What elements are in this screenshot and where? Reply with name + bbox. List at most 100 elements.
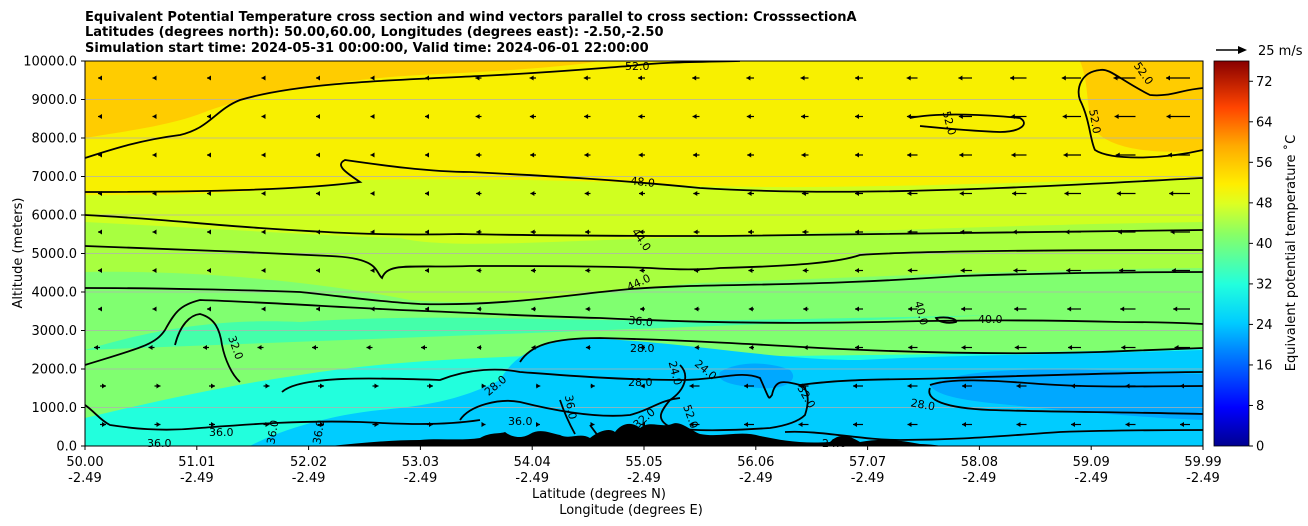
wind-vector-head (475, 114, 480, 119)
x-tick-label-latitude: 51.01 (178, 455, 215, 470)
wind-vector-head (320, 383, 324, 389)
x-tick-label-longitude: -2.49 (739, 471, 773, 486)
wind-vector-head (531, 345, 536, 350)
contour-36-bottom (85, 404, 481, 431)
wind-vector-head (584, 152, 589, 158)
wind-vector-head (429, 383, 433, 389)
wind-vector-head (1180, 383, 1184, 389)
terrain (330, 423, 945, 446)
x-axis-label-latitude: Latitude (degrees N) (532, 487, 666, 502)
wind-vector-head (744, 383, 748, 389)
wind-vector-head (530, 229, 535, 235)
wind-vector-head (476, 229, 481, 235)
wind-vector-head (958, 75, 963, 81)
wind-vector-head (261, 75, 266, 81)
colorbar-tick-label: 0 (1256, 440, 1264, 455)
wind-vector-head (801, 152, 806, 158)
band-orange-top-right (1080, 61, 1203, 152)
wind-vector-head (370, 191, 375, 196)
x-tick-label-longitude: -2.49 (180, 471, 214, 486)
x-tick-label-longitude: -2.49 (515, 471, 549, 486)
colorbar-tick-label: 16 (1256, 358, 1273, 373)
wind-vector-head (1113, 75, 1118, 81)
contour-52-left (85, 61, 741, 159)
x-tick-label-latitude: 53.03 (402, 455, 439, 470)
wind-vector-head (366, 345, 371, 350)
band-sky (250, 338, 1203, 446)
contour-label: 36.0 (628, 314, 654, 329)
x-tick-label-latitude: 57.07 (849, 455, 886, 470)
chart-title-line-3: Simulation start time: 2024-05-31 00:00:… (85, 41, 649, 56)
y-tick-label: 1000.0 (32, 401, 78, 416)
wind-vector-head (425, 268, 429, 273)
wind-vector-head (370, 114, 375, 119)
wind-vector-head (207, 306, 211, 312)
wind-vector-head (907, 422, 912, 427)
y-tick-label: 7000.0 (32, 170, 78, 185)
x-tick-label-longitude: -2.49 (292, 471, 326, 486)
wind-vector-head (640, 306, 644, 312)
wind-vector-head (1011, 152, 1016, 158)
wind-vector-head (477, 345, 482, 350)
contour-28-b (281, 368, 1203, 399)
wind-vector-head (689, 422, 694, 427)
wind-vector-head (316, 306, 320, 312)
x-tick-label-latitude: 52.02 (290, 455, 327, 470)
wind-vector-head (961, 345, 966, 350)
wind-vector-head (261, 268, 266, 273)
wind-vector-head (1016, 422, 1021, 427)
wind-vector-head (639, 229, 644, 235)
wind-vector-head (907, 152, 912, 158)
wind-vector-head (1121, 345, 1126, 350)
wind-vector-head (102, 383, 106, 389)
contour-label: 40.0 (912, 300, 931, 327)
wind-vector-head (585, 306, 590, 312)
x-tick-label-latitude: 59.99 (1184, 455, 1221, 470)
wind-vector-head (1014, 306, 1019, 312)
wind-vector-head (207, 152, 211, 158)
wind-vector-head (152, 268, 157, 273)
contour-label: 36.0 (209, 426, 234, 439)
x-tick-label-longitude: -2.49 (1074, 471, 1108, 486)
wind-vector-head (906, 114, 911, 119)
colorbar-tick-label: 72 (1256, 75, 1273, 90)
contour-label: 40.0 (978, 313, 1003, 326)
wind-vector-head (692, 152, 697, 158)
contour-28-a (519, 337, 1203, 363)
wind-vector-head (203, 345, 207, 350)
wind-vector-head (530, 191, 535, 196)
wind-vector-head (1170, 229, 1175, 235)
y-tick-label: 3000.0 (32, 324, 78, 339)
wind-vector-head (1064, 191, 1069, 196)
wind-vector-head (265, 383, 270, 389)
colorbar-tick-label: 40 (1256, 237, 1273, 252)
wind-vector-head (530, 268, 535, 273)
wind-vector-head (694, 345, 699, 350)
wind-vector-head (316, 75, 320, 81)
wind-vector-head (156, 422, 161, 427)
wind-vector-head (481, 383, 486, 389)
contour-label: 36.0 (310, 419, 327, 445)
wind-vector-head (316, 114, 320, 119)
wind-vector-head (855, 191, 859, 196)
contour-label: 28.0 (628, 376, 653, 389)
wind-vector-head (692, 114, 697, 119)
x-tick-label-longitude: -2.49 (627, 471, 661, 486)
wind-vector-head (641, 422, 645, 427)
y-tick-label: 10000.0 (23, 55, 77, 70)
wind-vector-head (374, 383, 379, 389)
wind-vector-head (1169, 191, 1174, 196)
contour-52-right-upper (1077, 68, 1203, 159)
wind-vector-head (475, 75, 480, 81)
wind-vector-head (425, 152, 429, 158)
wind-vector-head (529, 114, 534, 119)
wind-vector-head (536, 383, 541, 389)
wind-vector-head (1125, 422, 1130, 427)
wind-vector-head (265, 422, 270, 427)
wind-vector-head (152, 306, 157, 312)
contour-label: 28.0 (630, 342, 655, 355)
wind-vector-head (1174, 345, 1179, 350)
wind-vector-head (152, 229, 157, 235)
wind-vector-head (429, 422, 433, 427)
wind-vector-head (207, 75, 211, 81)
